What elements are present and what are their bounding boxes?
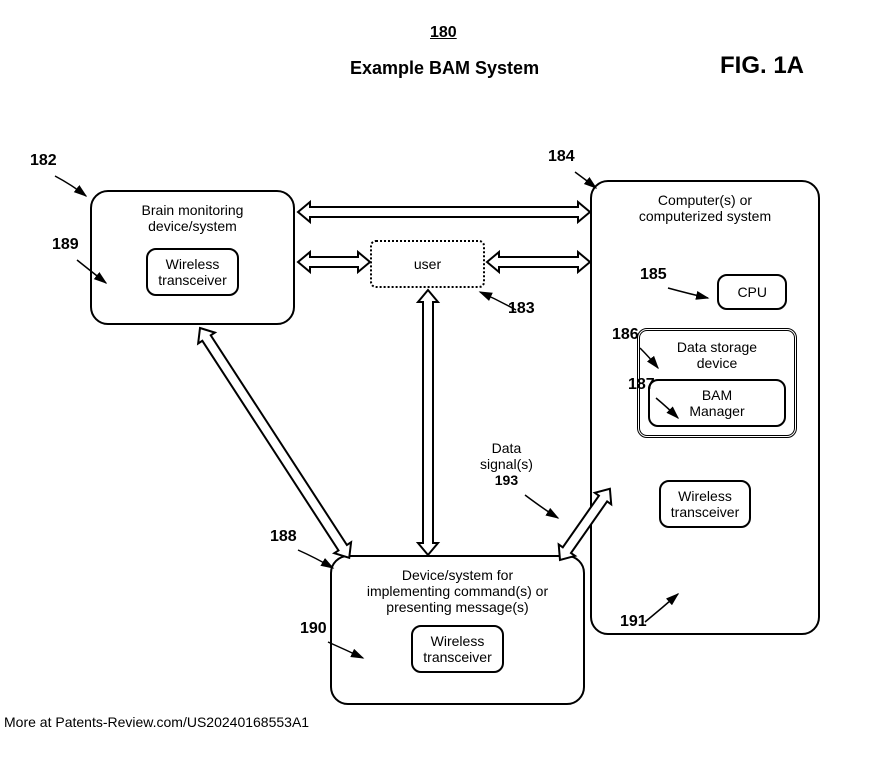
ref-188: 188 <box>270 528 297 546</box>
ref-182: 182 <box>30 152 57 170</box>
node-brain-wireless-l1: Wireless <box>166 256 220 272</box>
ds-l1: Data <box>492 440 522 456</box>
figure-label: FIG. 1A <box>720 52 804 80</box>
node-impl-wireless: Wireless transceiver <box>411 625 503 673</box>
ref-183: 183 <box>508 300 535 318</box>
ref-185: 185 <box>640 266 667 284</box>
ref-187: 187 <box>628 376 655 394</box>
node-user: user <box>370 240 485 288</box>
ref-189: 189 <box>52 236 79 254</box>
node-computer: Computer(s) or computerized system CPU D… <box>590 180 820 635</box>
ds-l2: signal(s) <box>480 456 533 472</box>
figure-number: 180 <box>430 24 457 42</box>
label-data-signals: Data signal(s) 193 <box>480 440 533 488</box>
node-impl-wl-l1: Wireless <box>431 633 485 649</box>
node-storage-l1: Data storage <box>677 339 757 355</box>
figure-canvas: 180 Example BAM System FIG. 1A Brain mon… <box>0 0 880 757</box>
node-storage-l2: device <box>697 355 737 371</box>
footer-text: More at Patents-Review.com/US20240168553… <box>4 714 309 730</box>
ref-184: 184 <box>548 148 575 166</box>
node-computer-wireless: Wireless transceiver <box>659 480 751 528</box>
node-impl-l2: implementing command(s) or <box>367 583 548 599</box>
ref-191: 191 <box>620 613 647 631</box>
node-comp-wl-l2: transceiver <box>671 504 739 520</box>
node-impl: Device/system for implementing command(s… <box>330 555 585 705</box>
node-comp-wl-l1: Wireless <box>678 488 732 504</box>
node-brain-monitoring: Brain monitoring device/system Wireless … <box>90 190 295 325</box>
node-computer-l2: computerized system <box>639 208 771 224</box>
node-impl-l3: presenting message(s) <box>386 599 528 615</box>
node-brain-line1: Brain monitoring <box>142 202 244 218</box>
node-brain-line2: device/system <box>148 218 237 234</box>
node-cpu-label: CPU <box>737 284 767 300</box>
ref-190: 190 <box>300 620 327 638</box>
node-storage: Data storage device BAM Manager <box>637 328 797 438</box>
node-user-label: user <box>414 256 441 272</box>
node-brain-wireless-l2: transceiver <box>158 272 226 288</box>
node-bam-manager: BAM Manager <box>648 379 786 427</box>
node-brain-wireless: Wireless transceiver <box>146 248 238 296</box>
node-bam-l2: Manager <box>689 403 744 419</box>
figure-title: Example BAM System <box>350 58 539 79</box>
node-bam-l1: BAM <box>702 387 732 403</box>
node-computer-l1: Computer(s) or <box>658 192 752 208</box>
node-cpu: CPU <box>717 274 787 310</box>
node-impl-l1: Device/system for <box>402 567 513 583</box>
ref-193: 193 <box>495 472 518 488</box>
node-impl-wl-l2: transceiver <box>423 649 491 665</box>
ref-186: 186 <box>612 326 639 344</box>
